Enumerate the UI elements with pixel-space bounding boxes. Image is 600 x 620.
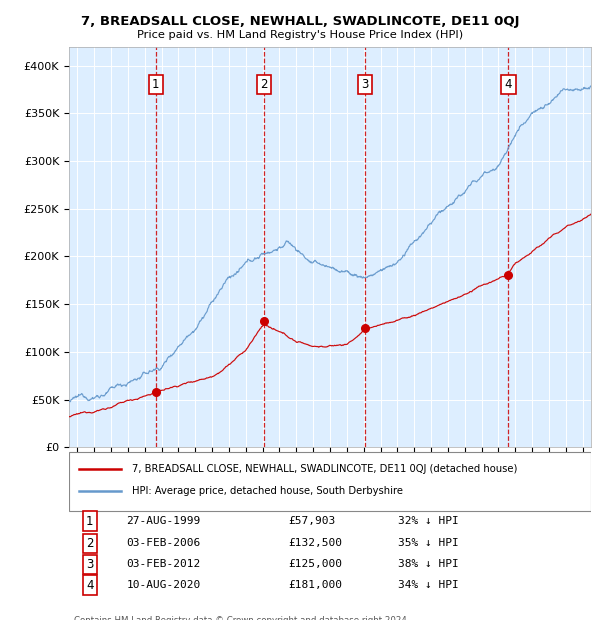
Text: 2: 2 bbox=[260, 78, 268, 91]
Text: Contains HM Land Registry data © Crown copyright and database right 2024.
This d: Contains HM Land Registry data © Crown c… bbox=[74, 616, 410, 620]
Text: 03-FEB-2012: 03-FEB-2012 bbox=[127, 559, 200, 569]
Text: 1: 1 bbox=[86, 515, 94, 528]
Text: 2: 2 bbox=[86, 537, 94, 550]
Text: 3: 3 bbox=[361, 78, 369, 91]
Text: £132,500: £132,500 bbox=[288, 539, 342, 549]
Text: £181,000: £181,000 bbox=[288, 580, 342, 590]
Text: 38% ↓ HPI: 38% ↓ HPI bbox=[398, 559, 458, 569]
Text: 27-AUG-1999: 27-AUG-1999 bbox=[127, 516, 200, 526]
Text: 35% ↓ HPI: 35% ↓ HPI bbox=[398, 539, 458, 549]
Text: 1: 1 bbox=[152, 78, 160, 91]
Text: 4: 4 bbox=[505, 78, 512, 91]
Text: Price paid vs. HM Land Registry's House Price Index (HPI): Price paid vs. HM Land Registry's House … bbox=[137, 30, 463, 40]
Text: 34% ↓ HPI: 34% ↓ HPI bbox=[398, 580, 458, 590]
Text: 7, BREADSALL CLOSE, NEWHALL, SWADLINCOTE, DE11 0QJ (detached house): 7, BREADSALL CLOSE, NEWHALL, SWADLINCOTE… bbox=[131, 464, 517, 474]
Text: £125,000: £125,000 bbox=[288, 559, 342, 569]
Text: HPI: Average price, detached house, South Derbyshire: HPI: Average price, detached house, Sout… bbox=[131, 486, 403, 497]
FancyBboxPatch shape bbox=[69, 452, 591, 511]
Text: 4: 4 bbox=[86, 578, 94, 591]
Text: 7, BREADSALL CLOSE, NEWHALL, SWADLINCOTE, DE11 0QJ: 7, BREADSALL CLOSE, NEWHALL, SWADLINCOTE… bbox=[81, 16, 519, 29]
Text: 10-AUG-2020: 10-AUG-2020 bbox=[127, 580, 200, 590]
Text: £57,903: £57,903 bbox=[288, 516, 335, 526]
Text: 3: 3 bbox=[86, 558, 94, 571]
Text: 03-FEB-2006: 03-FEB-2006 bbox=[127, 539, 200, 549]
Text: 32% ↓ HPI: 32% ↓ HPI bbox=[398, 516, 458, 526]
